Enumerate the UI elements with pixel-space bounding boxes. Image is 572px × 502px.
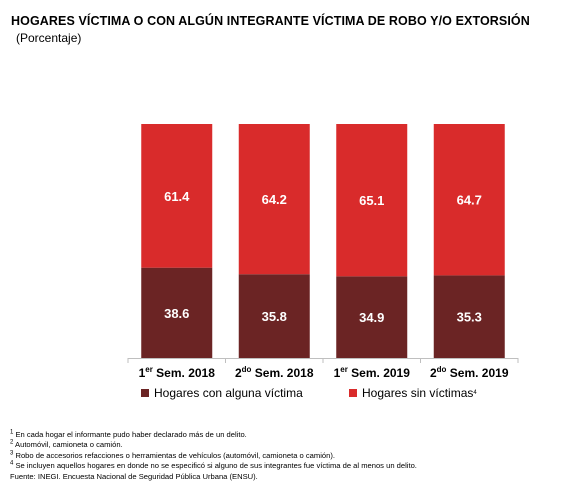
legend-label-sin-victimas: Hogares sin víctimas xyxy=(362,386,474,400)
footnote-3: 3 Robo de accesorios refacciones o herra… xyxy=(10,450,335,460)
value-label-con-victima-1: 38.6 xyxy=(164,306,189,321)
legend-label-con-victima: Hogares con alguna víctima xyxy=(154,386,303,400)
x-tick-label-2: 2do Sem. 2018 xyxy=(235,365,314,380)
chart-title: HOGARES VÍCTIMA O CON ALGÚN INTEGRANTE V… xyxy=(11,14,530,28)
value-label-sin-victimas-4: 64.7 xyxy=(457,193,482,208)
bar-con-victima-3 xyxy=(336,276,408,358)
legend-swatch-con-victima xyxy=(141,389,149,397)
legend-swatch-sin-victimas xyxy=(349,389,357,397)
chart-subtitle: (Porcentaje) xyxy=(16,31,82,45)
bar-sin-victimas-1 xyxy=(141,124,213,268)
bar-con-victima-4 xyxy=(433,275,505,358)
footnote-2: 2 Automóvil, camioneta o camión. xyxy=(10,439,123,450)
legend-item-sin-victimas: Hogares sin víctimas 4 xyxy=(349,386,477,400)
footnote-1: 1 En cada hogar el informante pudo haber… xyxy=(10,429,247,439)
value-label-sin-victimas-2: 64.2 xyxy=(262,192,287,207)
footnote-source: Fuente: INEGI. Encuesta Nacional de Segu… xyxy=(10,471,258,481)
x-tick-label-4: 2do Sem. 2019 xyxy=(430,365,509,380)
value-label-sin-victimas-3: 65.1 xyxy=(359,193,384,208)
chart-legend: Hogares con alguna víctima Hogares sin v… xyxy=(0,386,572,406)
bar-con-victima-1 xyxy=(141,267,213,358)
value-label-con-victima-3: 34.9 xyxy=(359,310,384,325)
footnotes: 1 En cada hogar el informante pudo haber… xyxy=(10,429,417,482)
legend-item-con-victima: Hogares con alguna víctima xyxy=(141,386,303,400)
bar-sin-victimas-4 xyxy=(433,124,505,276)
value-label-con-victima-2: 35.8 xyxy=(262,309,287,324)
value-label-sin-victimas-1: 61.4 xyxy=(164,189,190,204)
footnote-4: 4 Se incluyen aquellos hogares en donde … xyxy=(10,460,417,471)
bar-con-victima-2 xyxy=(238,274,310,358)
x-tick-label-3: 1er Sem. 2019 xyxy=(334,365,411,380)
stacked-bar-chart: 38.6 61.4 1er Sem. 2018 35.8 64.2 2do Sem. 20… xyxy=(127,124,519,380)
bar-sin-victimas-3 xyxy=(336,124,408,277)
bar-sin-victimas-2 xyxy=(238,124,310,275)
x-tick-label-1: 1er Sem. 2018 xyxy=(139,365,216,380)
value-label-con-victima-4: 35.3 xyxy=(457,310,482,325)
